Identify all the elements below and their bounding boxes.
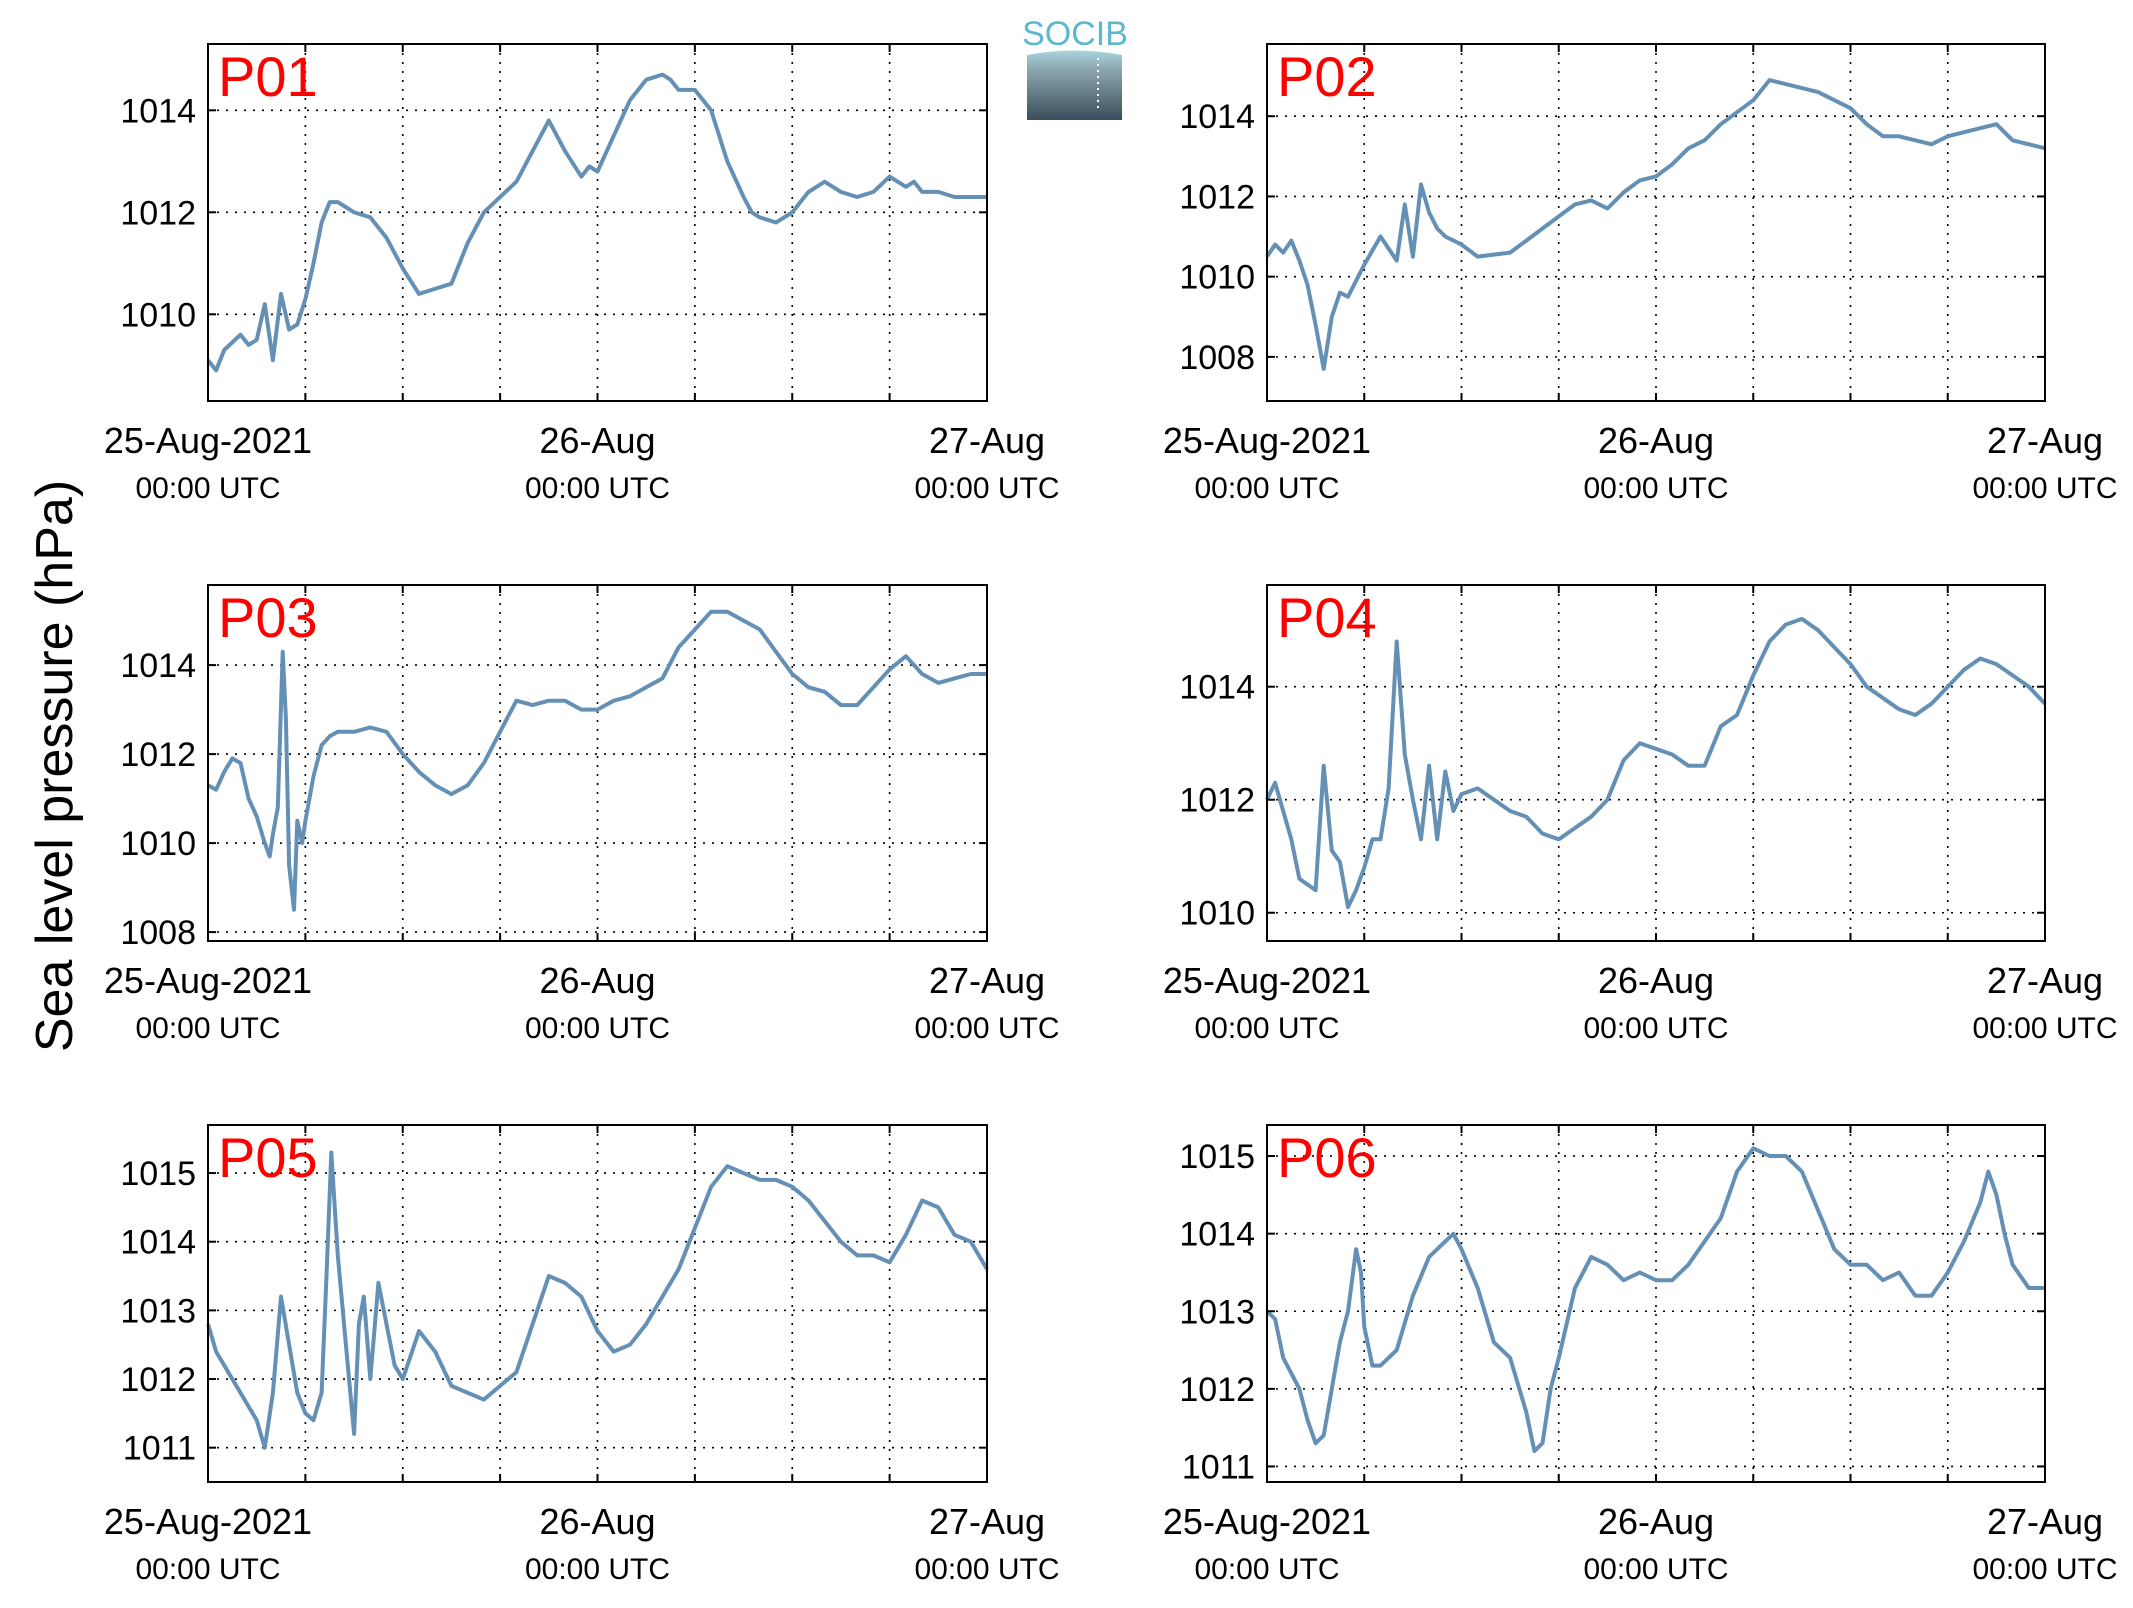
- x-tick-label-time: 00:00 UTC: [1972, 1553, 2117, 1586]
- x-tick-label-date: 27-Aug: [929, 420, 1045, 461]
- x-tick-label-time: 00:00 UTC: [1583, 1553, 1728, 1586]
- x-tick-label-time: 00:00 UTC: [1194, 1012, 1339, 1045]
- y-axis-label: Sea level pressure (hPa): [26, 480, 84, 1052]
- panel-p05: 1011 1012 1013 1014 1015 25-Aug-2021 00:00 UTC…: [104, 1124, 1060, 1586]
- x-tick-label-time: 00:00 UTC: [1194, 472, 1339, 505]
- axes-frame: [207, 43, 988, 402]
- x-tick-label-time: 00:00 UTC: [135, 1012, 280, 1045]
- y-tick-label: 1014: [1179, 1216, 1255, 1254]
- y-tick-label: 1014: [1179, 669, 1255, 707]
- panel-label-p05: P05: [218, 1126, 318, 1189]
- y-tick-label: 1012: [1179, 178, 1255, 216]
- x-tick-label-time: 00:00 UTC: [914, 1553, 1059, 1586]
- panel-p03: 1008 1010 1012 1014 25-Aug-2021 00:00 UTC 26-A…: [104, 584, 1060, 1045]
- x-tick-label-date: 27-Aug: [1987, 960, 2103, 1001]
- x-tick-label-time: 00:00 UTC: [914, 1012, 1059, 1045]
- y-tick-label: 1014: [120, 1224, 196, 1262]
- axes-frame: [1266, 1124, 2046, 1483]
- x-tick-label-date: 27-Aug: [929, 960, 1045, 1001]
- logo-wave-icon: [1027, 50, 1122, 120]
- socib-logo: SOCIB: [1022, 15, 1128, 120]
- x-tick-label-time: 00:00 UTC: [1972, 1012, 2117, 1045]
- axes-frame: [1266, 43, 2046, 402]
- panel-p04: 1010 1012 1014 25-Aug-2021 00:00 UTC 26-Aug 00…: [1163, 584, 2118, 1045]
- y-tick-label: 1012: [120, 194, 196, 232]
- series-line-p06: [1265, 1146, 2045, 1453]
- x-tick-label-date: 25-Aug-2021: [104, 1501, 312, 1542]
- y-tick-label: 1011: [1182, 1448, 1255, 1486]
- y-tick-label: 1014: [120, 647, 196, 685]
- panel-p01: 1010 1012 1014 25-Aug-2021 00:00 UTC 26-Aug 00…: [104, 43, 1060, 505]
- y-tick-label: 1010: [120, 825, 196, 863]
- x-tick-label-date: 26-Aug: [1598, 420, 1714, 461]
- x-tick-label-date: 26-Aug: [539, 1501, 655, 1542]
- x-tick-label-date: 26-Aug: [539, 420, 655, 461]
- x-tick-label-date: 25-Aug-2021: [1163, 420, 1371, 461]
- series-line-p02: [1265, 78, 2046, 371]
- y-tick-label: 1010: [1179, 259, 1255, 297]
- x-tick-label-time: 00:00 UTC: [525, 1553, 670, 1586]
- y-tick-label: 1010: [1179, 895, 1255, 933]
- x-tick-label-time: 00:00 UTC: [525, 472, 670, 505]
- x-tick-label-date: 25-Aug-2021: [1163, 1501, 1371, 1542]
- axes-frame: [1266, 584, 2046, 942]
- y-tick-label: 1012: [120, 1361, 196, 1399]
- x-tick-label-date: 27-Aug: [1987, 1501, 2103, 1542]
- x-tick-label-time: 00:00 UTC: [914, 472, 1059, 505]
- series-line-p01: [206, 72, 987, 373]
- panel-label-p04: P04: [1277, 586, 1377, 649]
- logo-wordmark: SOCIB: [1022, 15, 1128, 53]
- axes-frame: [207, 584, 988, 942]
- y-tick-label: 1013: [120, 1292, 196, 1330]
- x-tick-label-date: 25-Aug-2021: [104, 420, 312, 461]
- x-tick-label-time: 00:00 UTC: [1583, 1012, 1728, 1045]
- y-tick-label: 1012: [120, 736, 196, 774]
- x-tick-label-date: 27-Aug: [929, 1501, 1045, 1542]
- panel-p02: 1008 1010 1012 1014 25-Aug-2021 00:00 UTC 26-A…: [1163, 43, 2118, 505]
- y-tick-label: 1008: [120, 914, 196, 952]
- x-tick-label-time: 00:00 UTC: [1972, 472, 2117, 505]
- x-tick-label-date: 25-Aug-2021: [1163, 960, 1371, 1001]
- y-tick-label: 1012: [1179, 1371, 1255, 1409]
- x-tick-label-date: 25-Aug-2021: [104, 960, 312, 1001]
- x-tick-label-time: 00:00 UTC: [525, 1012, 670, 1045]
- panel-label-p02: P02: [1277, 45, 1377, 108]
- series-line-p05: [206, 1150, 989, 1450]
- y-tick-label: 1013: [1179, 1293, 1255, 1331]
- panel-p06: 1011 1012 1013 1014 1015 25-Aug-2021 00:00 UTC…: [1163, 1124, 2118, 1586]
- x-tick-label-time: 00:00 UTC: [1194, 1553, 1339, 1586]
- x-tick-label-date: 26-Aug: [1598, 1501, 1714, 1542]
- panel-label-p01: P01: [218, 45, 318, 108]
- y-tick-label: 1014: [120, 92, 196, 130]
- panel-label-p06: P06: [1277, 1126, 1377, 1189]
- x-tick-label-time: 00:00 UTC: [1583, 472, 1728, 505]
- x-tick-label-date: 27-Aug: [1987, 420, 2103, 461]
- x-tick-label-date: 26-Aug: [1598, 960, 1714, 1001]
- x-tick-label-time: 00:00 UTC: [135, 1553, 280, 1586]
- x-tick-label-date: 26-Aug: [539, 960, 655, 1001]
- panel-label-p03: P03: [218, 586, 318, 649]
- x-tick-label-time: 00:00 UTC: [135, 472, 280, 505]
- y-tick-label: 1010: [120, 296, 196, 334]
- series-line-p03: [207, 609, 987, 912]
- y-tick-label: 1015: [120, 1155, 196, 1193]
- y-tick-label: 1008: [1179, 339, 1255, 377]
- y-tick-label: 1015: [1179, 1138, 1255, 1176]
- y-tick-label: 1014: [1179, 98, 1255, 136]
- y-tick-label: 1012: [1179, 782, 1255, 820]
- series-line-p04: [1265, 616, 2047, 910]
- y-tick-label: 1011: [123, 1430, 196, 1468]
